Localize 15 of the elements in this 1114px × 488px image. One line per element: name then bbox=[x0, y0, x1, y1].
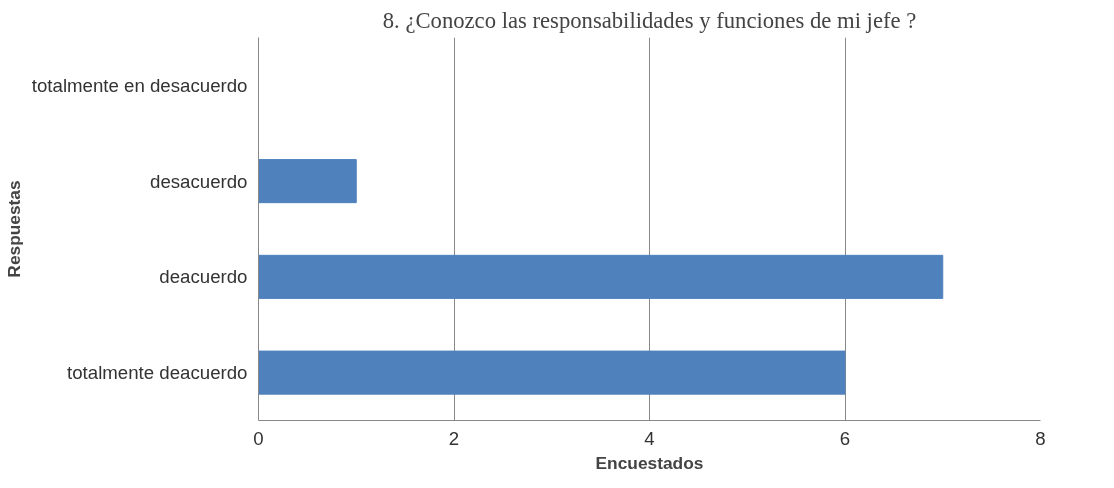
x-tick-label: 2 bbox=[448, 427, 460, 449]
y-tick-label: desacuerdo bbox=[150, 170, 248, 192]
bar bbox=[258, 350, 846, 395]
y-tick-label: deacuerdo bbox=[159, 266, 248, 288]
y-axis-title: Respuestas bbox=[3, 180, 24, 278]
bar bbox=[258, 254, 944, 299]
x-tick-label: 0 bbox=[253, 427, 264, 449]
x-tick-label: 4 bbox=[644, 427, 655, 449]
y-tick-label: totalmente en desacuerdo bbox=[31, 74, 248, 96]
x-tick-label: 8 bbox=[1035, 427, 1046, 449]
bar bbox=[258, 159, 357, 204]
x-axis-title: Encuestados bbox=[595, 452, 704, 473]
y-tick-label: totalmente deacuerdo bbox=[67, 362, 248, 384]
chart-title: 8. ¿Conozco las responsabilidades y funciones de mi jefe ? bbox=[382, 7, 917, 33]
x-tick-label: 6 bbox=[839, 427, 851, 449]
